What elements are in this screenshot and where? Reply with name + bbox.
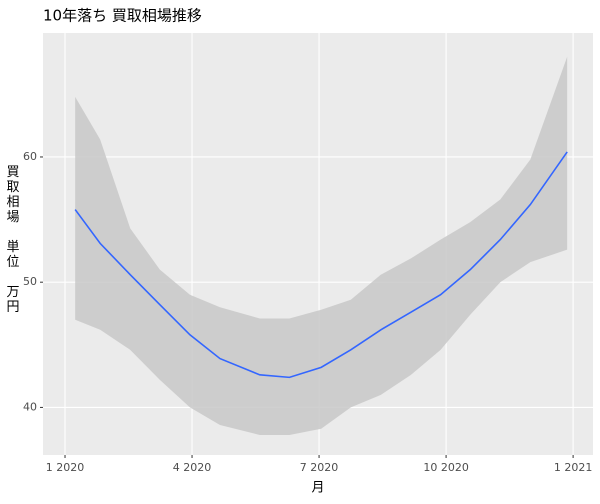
x-tick-label: 10 2020 bbox=[423, 461, 469, 474]
y-tick-label: 50 bbox=[23, 275, 37, 288]
x-tick-label: 7 2020 bbox=[300, 461, 339, 474]
smooth-line bbox=[74, 151, 568, 379]
x-tick-label: 1 2021 bbox=[554, 461, 593, 474]
chart-title: 10年落ち 買取相場推移 bbox=[43, 7, 202, 25]
x-tick-label: 1 2020 bbox=[46, 461, 85, 474]
y-axis-label: 買取相場 単位 万円 bbox=[6, 165, 19, 315]
x-axis-label: 月 bbox=[311, 481, 324, 496]
x-tick-label: 4 2020 bbox=[173, 461, 212, 474]
y-tick-label: 60 bbox=[23, 150, 37, 163]
y-tick-label: 40 bbox=[23, 400, 37, 413]
